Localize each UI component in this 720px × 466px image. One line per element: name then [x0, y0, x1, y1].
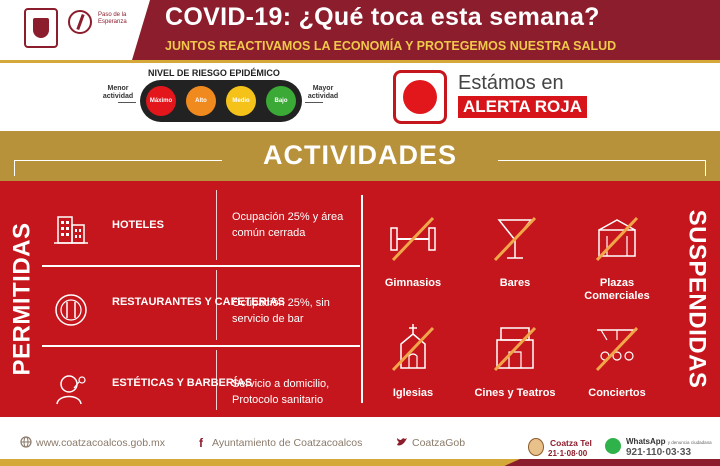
activities-title: ACTIVIDADES [262, 140, 457, 170]
svg-text:f: f [199, 436, 204, 448]
suspended-cinemas: Cines y Teatros [470, 322, 560, 400]
permitted-label: PERMITIDAS [8, 222, 36, 376]
mall-icon [595, 216, 639, 262]
page-subtitle: JUNTOS REACTIVAMOS LA ECONOMÍA Y PROTEGE… [165, 39, 617, 53]
permitted-rule: Servicio a domicilio, Protocolo sanitari… [232, 378, 330, 406]
risk-low-label: Menor actividad [102, 85, 134, 100]
risk-level-maximo: Máximo [146, 86, 176, 116]
column-divider [216, 270, 217, 340]
suspended-name: Gimnasios [384, 277, 442, 289]
band-line-right [498, 160, 706, 161]
band-line-left [14, 160, 222, 161]
band-arrow-right-icon [705, 160, 706, 176]
permitted-rule: Ocupación 25%, sin servicio de bar [232, 297, 330, 325]
suspended-gym: Gimnasios [368, 212, 458, 290]
header-divider [0, 60, 720, 63]
risk-level-alto: Alto [186, 86, 216, 116]
suspended-name: Cines y Teatros [474, 387, 556, 399]
brand-mark-icon [68, 10, 92, 34]
risk-high-label: Mayor actividad [307, 85, 339, 100]
row-divider [42, 345, 360, 347]
whatsapp-label[interactable]: WhatsApp y denuncia ciudadana [626, 437, 712, 446]
section-divider [361, 195, 363, 403]
arrow-right-icon [305, 102, 323, 103]
permitted-row-hotels: HOTELES Ocupación 25% y área común cerra… [42, 195, 360, 255]
brand-text: Paso de la Esperanza [98, 12, 127, 25]
bottom-strip [0, 459, 720, 466]
whatsapp-icon [605, 438, 621, 454]
suspended-name: Bares [499, 277, 531, 289]
band-arrow-left-icon [14, 160, 15, 176]
risk-traffic-light: Máximo Alto Medio Bajo [140, 80, 302, 122]
suspended-name: Iglesias [392, 387, 434, 399]
column-divider [216, 350, 217, 410]
coatza-tel-number: 21·1·08·00 [548, 449, 588, 458]
risk-level-bajo: Bajo [266, 86, 296, 116]
twitter-icon [397, 438, 407, 446]
coatza-tel-name: Coatza Tel [550, 438, 592, 448]
alert-status-badge: ALERTA ROJA [458, 96, 587, 118]
facebook-link[interactable]: f Ayuntamiento de Coatzacoalcos [196, 436, 362, 449]
suspended-malls: Plazas Comerciales [572, 212, 662, 303]
logo-block: Paso de la Esperanza [0, 0, 150, 60]
concert-icon [595, 326, 639, 372]
church-icon [391, 324, 435, 372]
footer [0, 417, 720, 466]
alert-indicator-icon [393, 70, 447, 124]
whatsapp-note: y denuncia ciudadana [667, 440, 712, 445]
risk-title: NIVEL DE RIESGO EPIDÉMICO [148, 68, 280, 78]
suspended-bars: Bares [470, 212, 560, 290]
coatza-tel-icon [528, 438, 544, 456]
permitted-row-salons: ESTÉTICAS Y BARBERÍAS Servicio a domicil… [42, 356, 360, 416]
page-title: COVID-19: ¿Qué toca esta semana? [165, 3, 600, 31]
suspended-concerts: Conciertos [572, 322, 662, 400]
facebook-icon: f [199, 436, 204, 448]
activities-panel [0, 181, 720, 417]
permitted-name: HOTELES [112, 219, 164, 231]
permitted-name: ESTÉTICAS Y BARBERÍAS [112, 377, 253, 389]
globe-icon [20, 436, 32, 448]
suspended-name: Plazas Comerciales [584, 277, 650, 302]
alert-prefix: Estámos en [458, 72, 564, 94]
gym-icon [390, 216, 436, 262]
salon-icon [56, 375, 86, 405]
cocktail-icon [493, 216, 537, 262]
municipal-seal-icon [24, 8, 58, 48]
permitted-rule: Ocupación 25% y área común cerrada [232, 211, 344, 239]
permitted-name: RESTAURANTES Y CAFETERIAS [112, 296, 285, 308]
permitted-row-restaurants: RESTAURANTES Y CAFETERIAS Ocupación 25%,… [42, 277, 360, 337]
restaurant-icon [55, 294, 87, 326]
website-link[interactable]: www.coatzacoalcos.gob.mx [20, 436, 165, 449]
activities-band [0, 131, 720, 181]
whatsapp-number[interactable]: 921·110·03·33 [626, 447, 692, 458]
column-divider [216, 190, 217, 260]
risk-level-medio: Medio [226, 86, 256, 116]
row-divider [42, 265, 360, 267]
suspended-churches: Iglesias [368, 322, 458, 400]
suspended-name: Conciertos [588, 387, 646, 399]
red-dot-icon [403, 80, 437, 114]
cinema-icon [493, 326, 537, 372]
arrow-left-icon [118, 102, 136, 103]
twitter-link[interactable]: CoatzaGob [396, 436, 465, 449]
suspended-label: SUSPENDIDAS [683, 209, 710, 389]
hotel-icon [54, 216, 88, 244]
